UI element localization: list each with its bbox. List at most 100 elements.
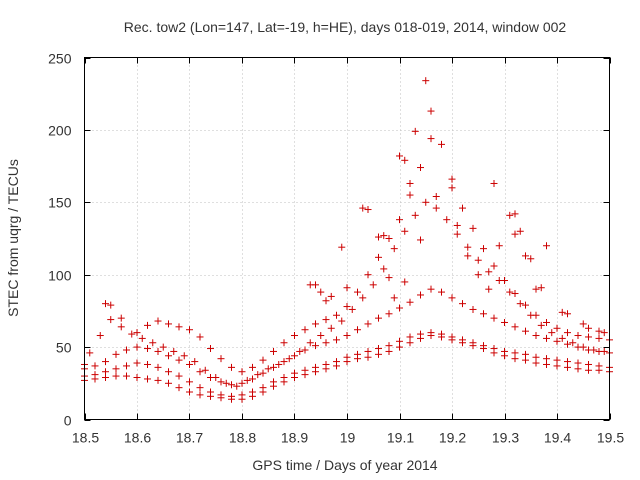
data-point [585,324,592,332]
data-point [401,156,409,164]
data-point [170,347,178,355]
data-point [238,368,246,376]
data-point [417,164,424,172]
data-point [91,362,99,370]
data-point [270,347,277,355]
data-point [217,355,225,363]
data-point [301,346,309,354]
data-point [438,333,445,341]
data-point [354,355,361,363]
data-point [401,227,409,235]
data-point [112,372,120,380]
data-point [364,206,372,214]
x-tick-label: 18.5 [72,430,99,446]
data-point [144,321,151,329]
data-point [259,369,267,377]
data-point [516,227,524,235]
data-point [291,352,298,360]
data-point [280,378,288,386]
data-point [186,378,193,386]
x-tick-label: 19.5 [597,430,624,446]
data-point [154,376,162,384]
data-point [501,318,508,326]
data-point [417,334,424,342]
data-point [338,317,346,325]
data-point [306,339,314,347]
data-points [81,77,613,403]
data-point [291,374,298,382]
data-point [165,379,172,387]
x-tick-label: 19.4 [544,430,571,446]
data-point [207,345,214,353]
data-point [270,382,277,390]
data-point [354,326,361,334]
plot-frame [84,57,610,420]
data-point [422,77,430,85]
data-point [348,305,356,313]
data-point [270,363,277,371]
data-point [354,288,361,296]
data-point [464,252,472,260]
data-point [553,362,561,370]
data-point [522,301,529,309]
data-point [102,358,109,366]
data-point [422,198,430,206]
data-point [490,349,498,357]
data-point [212,374,220,382]
y-tick-label: 0 [64,413,72,429]
data-point [375,314,382,322]
data-point [249,363,256,371]
data-point [511,210,519,218]
data-point [390,294,398,302]
data-point [123,346,130,354]
data-point [301,326,309,334]
y-tick-label: 150 [48,195,72,211]
data-point [249,375,256,383]
data-point [322,297,330,305]
data-point [123,372,130,380]
data-point [327,324,335,332]
x-tick-label: 18.8 [229,430,256,446]
data-point [485,285,493,293]
data-point [527,255,535,263]
data-point [532,285,540,293]
data-point [322,365,330,373]
data-point [165,352,172,360]
data-point [511,355,519,363]
data-point [165,368,172,376]
data-point [186,388,193,396]
data-point [417,236,424,244]
data-point [585,333,592,341]
data-point [385,347,393,355]
y-tick-label: 50 [56,340,72,356]
data-point [312,320,319,328]
data-point [406,298,414,306]
data-point [595,334,603,342]
data-point [532,359,540,367]
data-point [459,204,466,212]
x-tick-label: 19.3 [492,430,519,446]
data-point [522,252,529,260]
data-point [238,379,246,387]
data-point [522,356,529,364]
data-point [537,284,545,292]
data-point [406,339,414,347]
data-point [91,375,99,383]
data-point [112,350,120,358]
data-point [438,288,445,296]
data-point [117,323,125,331]
data-point [207,392,214,400]
data-point [427,135,435,143]
x-tick-label: 19.1 [387,430,414,446]
data-point [322,339,330,347]
data-point [333,362,340,370]
data-point [280,339,288,347]
y-axis-label: STEC from uqrg / TECUs [5,159,21,317]
data-point [196,384,204,392]
data-point [254,371,262,379]
data-point [537,321,545,329]
data-point [543,318,550,326]
data-point [427,107,435,115]
data-point [543,360,550,368]
